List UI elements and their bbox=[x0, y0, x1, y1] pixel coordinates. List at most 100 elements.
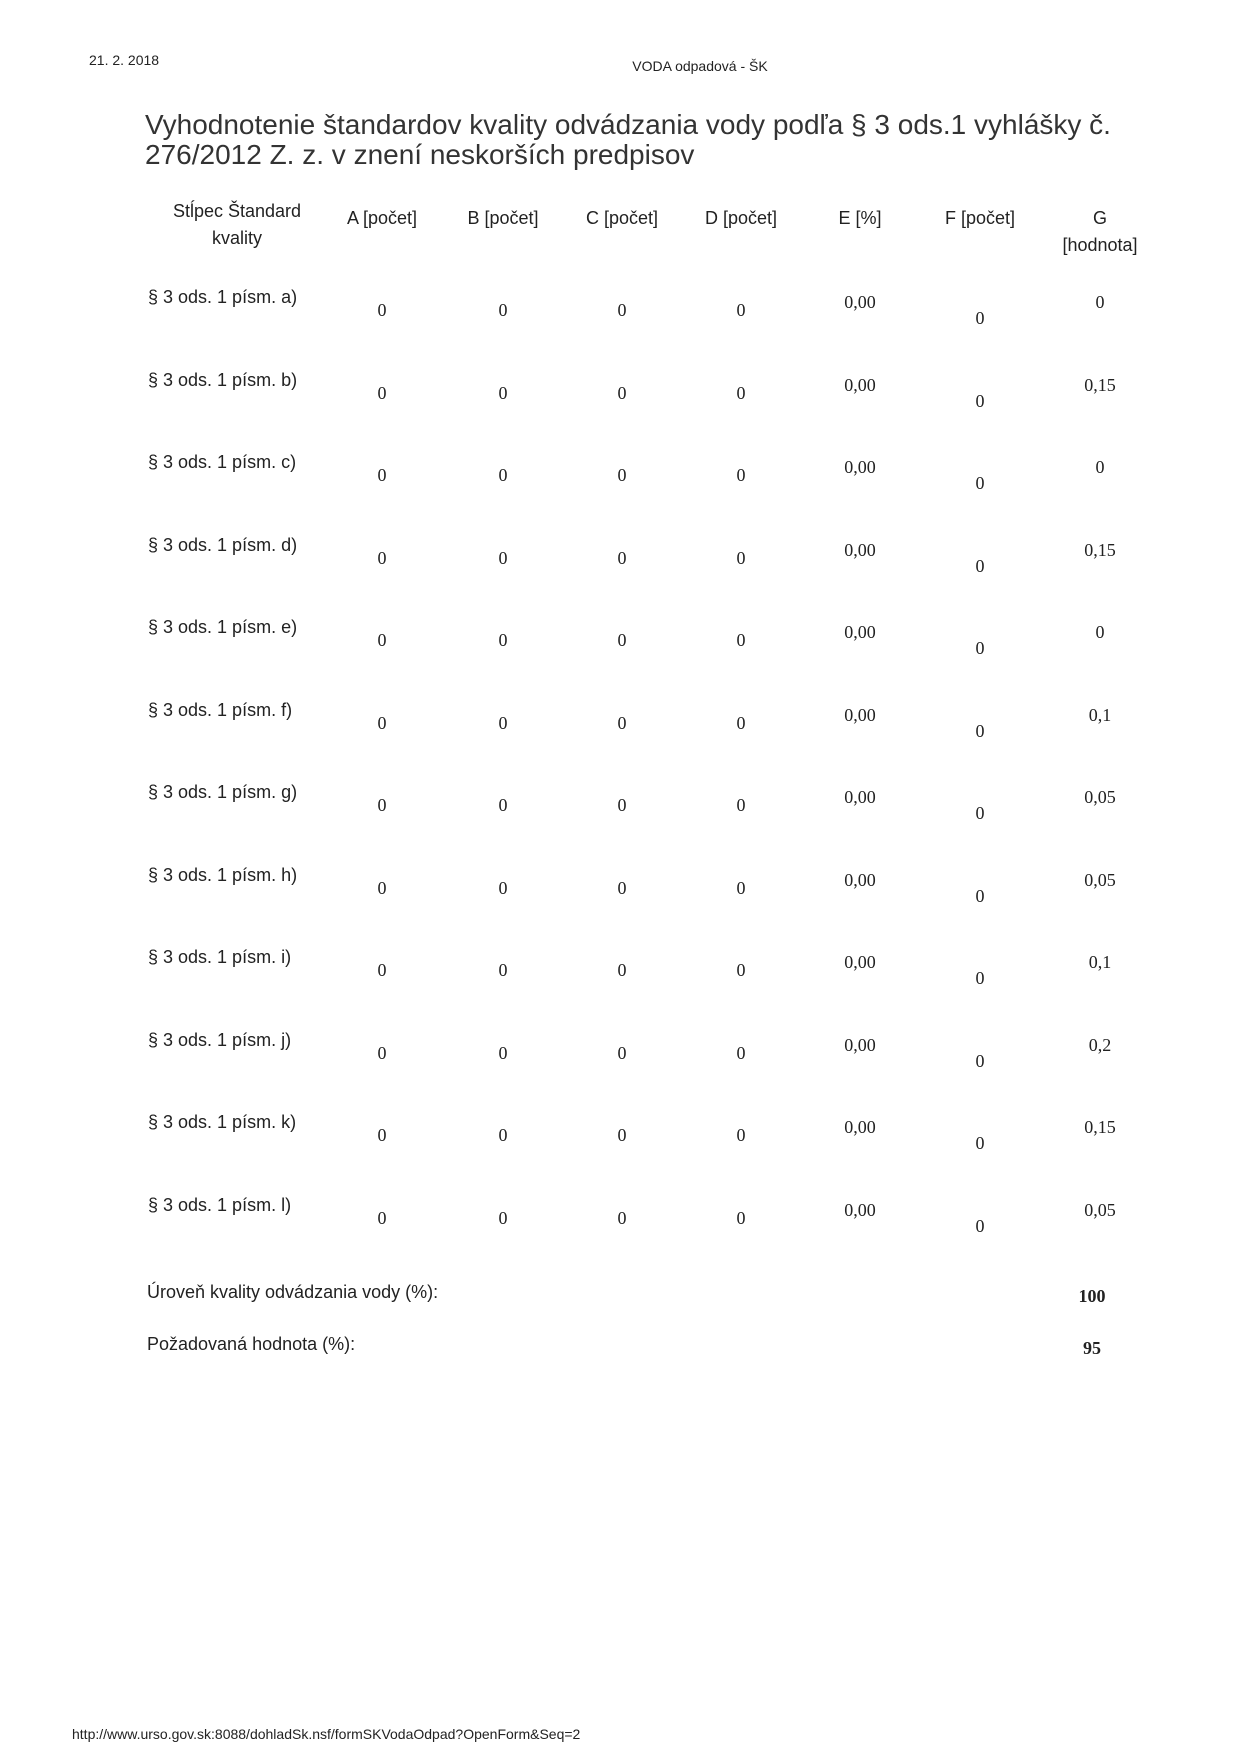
cell-value: 0 bbox=[736, 712, 746, 733]
cell-value: 0 bbox=[377, 300, 387, 320]
cell-value: 0 bbox=[736, 795, 746, 815]
cell-value: 0 bbox=[498, 630, 508, 650]
cell-value: 0 bbox=[736, 877, 746, 898]
cell-value: 0,00 bbox=[844, 704, 876, 725]
cell-value: 0 bbox=[1095, 292, 1105, 312]
cell-value: 0,00 bbox=[844, 1199, 876, 1220]
cell-value: 0 bbox=[617, 712, 627, 733]
cell-value: 0 bbox=[377, 1125, 387, 1145]
column-header: Stĺpec Štandard kvality bbox=[172, 201, 302, 248]
cell-value: 0,05 bbox=[1084, 869, 1116, 890]
cell-value: 0,15 bbox=[1084, 1117, 1116, 1137]
row-label: § 3 ods. 1 písm. h) bbox=[148, 864, 298, 885]
cell-value: 0 bbox=[617, 795, 627, 815]
row-label: § 3 ods. 1 písm. l) bbox=[148, 1194, 292, 1215]
cell-value: 0 bbox=[975, 720, 985, 741]
print-header: VODA odpadová - ŠK bbox=[632, 58, 768, 74]
cell-value: 0,00 bbox=[844, 952, 876, 972]
cell-value: 0 bbox=[736, 382, 746, 403]
column-header: E [%] bbox=[838, 208, 882, 228]
cell-value: 0 bbox=[617, 630, 627, 650]
cell-value: 0 bbox=[498, 712, 508, 733]
cell-value: 0 bbox=[498, 465, 508, 485]
cell-value: 0,00 bbox=[844, 374, 876, 395]
cell-value: 0 bbox=[377, 382, 387, 403]
cell-value: 0 bbox=[617, 382, 627, 403]
cell-value: 0 bbox=[975, 1215, 985, 1236]
row-label: § 3 ods. 1 písm. k) bbox=[148, 1112, 297, 1132]
row-label: § 3 ods. 1 písm. j) bbox=[148, 1029, 292, 1050]
column-header: C [počet] bbox=[585, 208, 659, 228]
print-date: 21. 2. 2018 bbox=[89, 52, 160, 68]
cell-value: 0 bbox=[736, 465, 746, 485]
row-label: § 3 ods. 1 písm. c) bbox=[148, 452, 297, 472]
row-label: § 3 ods. 1 písm. a) bbox=[148, 287, 298, 307]
cell-value: 0 bbox=[498, 960, 508, 980]
cell-value: 0 bbox=[377, 630, 387, 650]
cell-value: 0 bbox=[736, 1207, 746, 1228]
cell-value: 0,00 bbox=[844, 292, 876, 312]
cell-value: 0,1 bbox=[1088, 704, 1112, 725]
cell-value: 0 bbox=[498, 1125, 508, 1145]
cell-value: 0 bbox=[975, 885, 985, 906]
cell-value: 0 bbox=[975, 473, 985, 493]
cell-value: 0 bbox=[975, 308, 985, 328]
cell-value: 0 bbox=[736, 1125, 746, 1145]
cell-value: 0 bbox=[498, 547, 508, 568]
summary-value: 95 bbox=[1083, 1338, 1101, 1358]
cell-value: 0,15 bbox=[1084, 539, 1116, 560]
cell-value: 0 bbox=[498, 1042, 508, 1063]
row-label: § 3 ods. 1 písm. d) bbox=[148, 534, 298, 555]
cell-value: 0,00 bbox=[844, 622, 876, 642]
summary-value: 100 bbox=[1078, 1286, 1106, 1306]
cell-value: 0,05 bbox=[1084, 1199, 1116, 1220]
cell-value: 0 bbox=[1095, 622, 1105, 642]
column-header: D [počet] bbox=[704, 208, 778, 228]
cell-value: 0,2 bbox=[1088, 1034, 1112, 1055]
column-header: G [hodnota] bbox=[1062, 208, 1138, 255]
cell-value: 0 bbox=[975, 1050, 985, 1071]
cell-value: 0,00 bbox=[844, 869, 876, 890]
cell-value: 0 bbox=[617, 960, 627, 980]
cell-value: 0 bbox=[377, 465, 387, 485]
cell-value: 0 bbox=[617, 1125, 627, 1145]
cell-value: 0 bbox=[617, 547, 627, 568]
cell-value: 0 bbox=[498, 877, 508, 898]
cell-value: 0 bbox=[975, 638, 985, 658]
cell-value: 0,15 bbox=[1084, 374, 1116, 395]
cell-value: 0 bbox=[498, 300, 508, 320]
cell-value: 0 bbox=[617, 877, 627, 898]
summary-label: Požadovaná hodnota (%): bbox=[147, 1334, 356, 1354]
print-url: http://www.urso.gov.sk:8088/dohladSk.nsf… bbox=[72, 1726, 581, 1742]
cell-value: 0 bbox=[975, 968, 985, 988]
document-title: Vyhodnotenie štandardov kvality odvádzan… bbox=[145, 109, 1111, 170]
cell-value: 0 bbox=[1095, 457, 1105, 477]
cell-value: 0,1 bbox=[1088, 952, 1112, 972]
cell-value: 0 bbox=[975, 1133, 985, 1153]
cell-value: 0 bbox=[498, 795, 508, 815]
row-label: § 3 ods. 1 písm. b) bbox=[148, 369, 298, 390]
row-label: § 3 ods. 1 písm. e) bbox=[148, 617, 298, 637]
cell-value: 0,00 bbox=[844, 539, 876, 560]
cell-value: 0 bbox=[736, 300, 746, 320]
cell-value: 0 bbox=[736, 1042, 746, 1063]
cell-value: 0 bbox=[377, 795, 387, 815]
row-label: § 3 ods. 1 písm. i) bbox=[148, 947, 292, 967]
row-label: § 3 ods. 1 písm. f) bbox=[148, 699, 293, 720]
column-header: B [počet] bbox=[467, 208, 539, 228]
cell-value: 0 bbox=[377, 1207, 387, 1228]
cell-value: 0 bbox=[617, 465, 627, 485]
cell-value: 0 bbox=[617, 1042, 627, 1063]
cell-value: 0 bbox=[975, 555, 985, 576]
cell-value: 0,00 bbox=[844, 787, 876, 807]
cell-value: 0 bbox=[498, 382, 508, 403]
cell-value: 0 bbox=[975, 803, 985, 823]
summary-label: Úroveň kvality odvádzania vody (%): bbox=[147, 1282, 439, 1302]
cell-value: 0 bbox=[736, 630, 746, 650]
cell-value: 0 bbox=[975, 390, 985, 411]
row-label: § 3 ods. 1 písm. g) bbox=[148, 782, 298, 802]
cell-value: 0,00 bbox=[844, 1117, 876, 1137]
cell-value: 0 bbox=[377, 960, 387, 980]
cell-value: 0 bbox=[736, 547, 746, 568]
